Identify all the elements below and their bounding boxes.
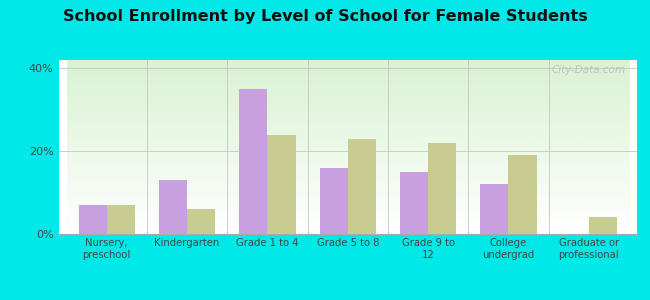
Text: School Enrollment by Level of School for Female Students: School Enrollment by Level of School for… bbox=[62, 9, 588, 24]
Bar bbox=[107, 205, 135, 234]
Bar bbox=[348, 139, 376, 234]
Bar bbox=[508, 155, 536, 234]
Bar bbox=[480, 184, 508, 234]
Bar bbox=[320, 168, 348, 234]
Bar bbox=[79, 205, 107, 234]
Bar bbox=[187, 209, 215, 234]
Bar bbox=[159, 180, 187, 234]
Bar bbox=[428, 143, 456, 234]
Text: City-Data.com: City-Data.com bbox=[551, 65, 625, 75]
Bar bbox=[400, 172, 428, 234]
Bar bbox=[239, 89, 267, 234]
Bar bbox=[267, 135, 296, 234]
Bar bbox=[589, 218, 617, 234]
